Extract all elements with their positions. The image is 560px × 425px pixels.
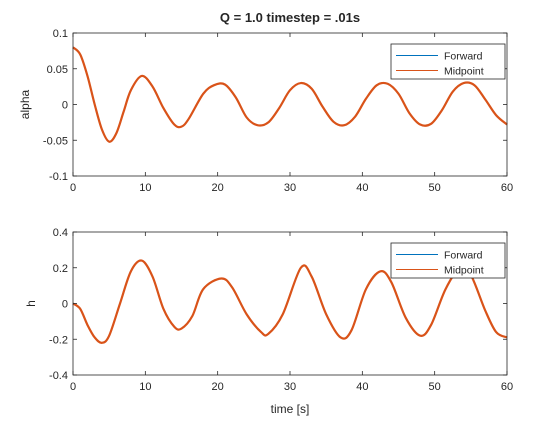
x-axis-label: time [s] xyxy=(271,402,310,416)
axes-alpha: 0 10 20 30 40 50 60 -0.1 -0.05 0 0.05 0.1 xyxy=(43,28,513,194)
legend-box xyxy=(390,43,506,80)
subplot-alpha: Q = 1.0 timestep = .01s 0 10 20 30 40 50 60 -0.… xyxy=(18,10,513,194)
y-tick-label: 0 xyxy=(62,299,68,311)
subplot-h: 0 10 20 30 40 50 60-0.4-0.200.20.4 h time [s] … xyxy=(24,227,513,416)
x-tick-label: 40 xyxy=(356,381,368,393)
y-tick-label: 0.1 xyxy=(53,28,68,40)
x-tick-label: 10 xyxy=(139,381,151,393)
legend-label-forward: Forward xyxy=(444,250,483,262)
x-tick-label: 50 xyxy=(429,381,441,393)
legend-h: Forward Midpoint xyxy=(390,242,506,279)
x-tick-label: 10 xyxy=(139,182,151,194)
legend-box xyxy=(390,242,506,279)
y-axis-label-h: h xyxy=(24,300,38,307)
x-tick-label: 20 xyxy=(212,381,224,393)
x-tick-label: 30 xyxy=(284,182,296,194)
legend-label-midpoint: Midpoint xyxy=(444,265,484,277)
chart-title: Q = 1.0 timestep = .01s xyxy=(220,10,360,25)
y-tick-label: -0.4 xyxy=(49,370,68,382)
series-line-midpoint xyxy=(72,46,508,143)
x-tick-label: 50 xyxy=(429,182,441,194)
y-tick-label: 0.4 xyxy=(53,227,68,239)
series-group-alpha xyxy=(72,46,508,143)
y-tick-label: 0.2 xyxy=(53,263,68,275)
x-tick-label: 40 xyxy=(356,182,368,194)
legend-label-midpoint: Midpoint xyxy=(444,66,484,78)
series-line-midpoint xyxy=(72,259,508,344)
x-tick-label: 20 xyxy=(212,182,224,194)
series-group-h xyxy=(72,259,508,344)
x-tick-label: 60 xyxy=(501,182,513,194)
x-tick-label: 0 xyxy=(70,381,76,393)
y-tick-label: -0.1 xyxy=(49,171,68,183)
axes-h: 0 10 20 30 40 50 60 -0.4 -0.2 0 0.2 0.4 xyxy=(49,227,513,393)
y-axis-label-alpha: alpha xyxy=(18,90,32,120)
x-tick-label: 30 xyxy=(284,381,296,393)
legend-label-forward: Forward xyxy=(444,51,483,63)
y-tick-label: 0.05 xyxy=(47,64,68,76)
legend-alpha: Forward Midpoint xyxy=(390,43,506,80)
y-tick-label: -0.05 xyxy=(43,135,68,147)
y-tick-label: 0 xyxy=(62,100,68,112)
y-tick-label: -0.2 xyxy=(49,334,68,346)
x-tick-label: 60 xyxy=(501,381,513,393)
x-tick-label: 0 xyxy=(70,182,76,194)
